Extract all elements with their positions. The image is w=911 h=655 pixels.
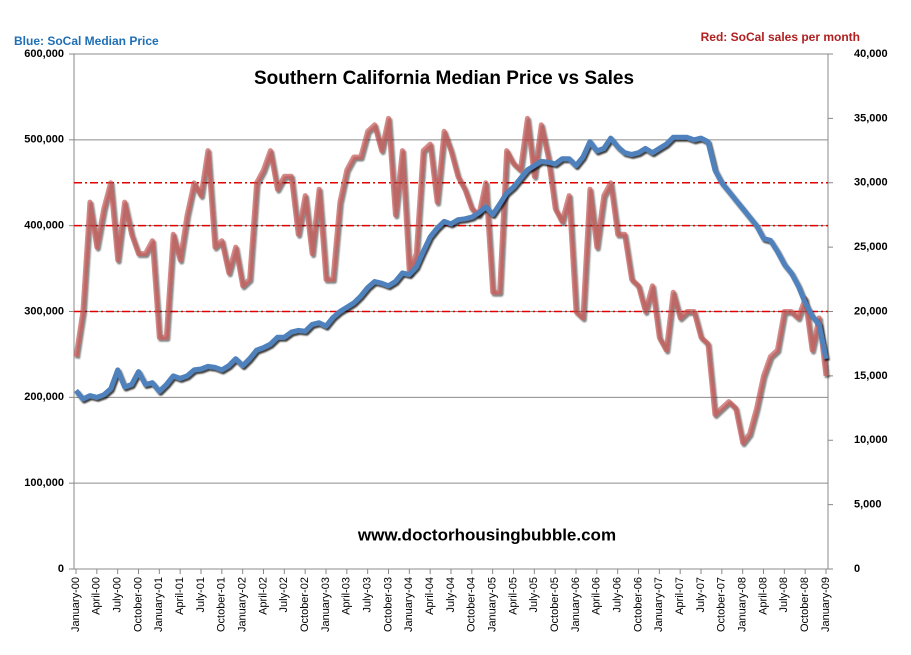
series-line xyxy=(73,115,829,446)
x-tick-label: July-07 xyxy=(695,577,707,612)
x-tick-label: January-06 xyxy=(570,577,582,632)
x-tick-label: April-07 xyxy=(674,577,686,615)
x-tick-label: October-01 xyxy=(216,577,228,632)
x-tick-label: October-06 xyxy=(632,577,644,632)
y2-tick-label: 40,000 xyxy=(854,48,888,60)
x-tick-label: October-00 xyxy=(132,577,144,632)
x-tick-label: January-08 xyxy=(737,577,749,632)
y2-tick-label: 25,000 xyxy=(854,241,888,253)
right-legend: Red: SoCal sales per month xyxy=(701,30,860,44)
x-tick-label: April-05 xyxy=(507,577,519,615)
y-tick-label: 400,000 xyxy=(24,220,64,232)
x-tick-label: July-01 xyxy=(195,577,207,612)
y-tick-label: 600,000 xyxy=(24,48,64,60)
x-tick-label: January-09 xyxy=(820,577,832,632)
x-tick-label: April-04 xyxy=(424,577,436,615)
y-tick-label: 100,000 xyxy=(24,477,64,489)
x-tick-label: October-03 xyxy=(382,577,394,632)
x-tick-label: April-00 xyxy=(91,577,103,615)
x-tick-label: January-02 xyxy=(237,577,249,632)
x-tick-label: April-08 xyxy=(757,577,769,615)
y2-tick-label: 5,000 xyxy=(854,499,882,511)
x-tick-label: July-00 xyxy=(112,577,124,612)
x-tick-label: October-07 xyxy=(716,577,728,632)
x-tick-label: July-03 xyxy=(362,577,374,612)
y2-tick-label: 35,000 xyxy=(854,112,888,124)
y-tick-label: 500,000 xyxy=(24,134,64,146)
x-tick-label: April-06 xyxy=(591,577,603,615)
x-tick-label: January-05 xyxy=(487,577,499,632)
y2-tick-label: 20,000 xyxy=(854,305,888,317)
x-tick-label: January-04 xyxy=(403,577,415,632)
x-tick-label: January-07 xyxy=(653,577,665,632)
y-tick-label: 0 xyxy=(58,563,64,575)
x-tick-label: October-04 xyxy=(466,577,478,632)
x-tick-label: July-02 xyxy=(278,577,290,612)
x-tick-label: October-02 xyxy=(299,577,311,632)
x-tick-label: April-02 xyxy=(257,577,269,615)
y2-tick-label: 15,000 xyxy=(854,370,888,382)
x-tick-label: April-03 xyxy=(341,577,353,615)
chart-title: Southern California Median Price vs Sale… xyxy=(254,68,634,89)
y2-tick-label: 10,000 xyxy=(854,434,888,446)
x-tick-label: July-08 xyxy=(778,577,790,612)
x-tick-label: April-01 xyxy=(174,577,186,615)
x-tick-label: July-06 xyxy=(612,577,624,612)
y2-tick-label: 0 xyxy=(854,563,860,575)
series-line xyxy=(74,134,829,402)
x-tick-label: January-01 xyxy=(153,577,165,632)
y-tick-label: 200,000 xyxy=(24,391,64,403)
x-tick-label: October-05 xyxy=(549,577,561,632)
x-tick-label: July-05 xyxy=(528,577,540,612)
annotation: www.doctorhousingbubble.com xyxy=(357,525,616,544)
x-tick-label: January-03 xyxy=(320,577,332,632)
y-tick-label: 300,000 xyxy=(24,305,64,317)
y2-tick-label: 30,000 xyxy=(854,177,888,189)
left-legend: Blue: SoCal Median Price xyxy=(14,34,159,48)
x-tick-label: July-04 xyxy=(445,577,457,612)
x-tick-label: October-08 xyxy=(799,577,811,632)
x-tick-label: January-00 xyxy=(70,577,82,632)
